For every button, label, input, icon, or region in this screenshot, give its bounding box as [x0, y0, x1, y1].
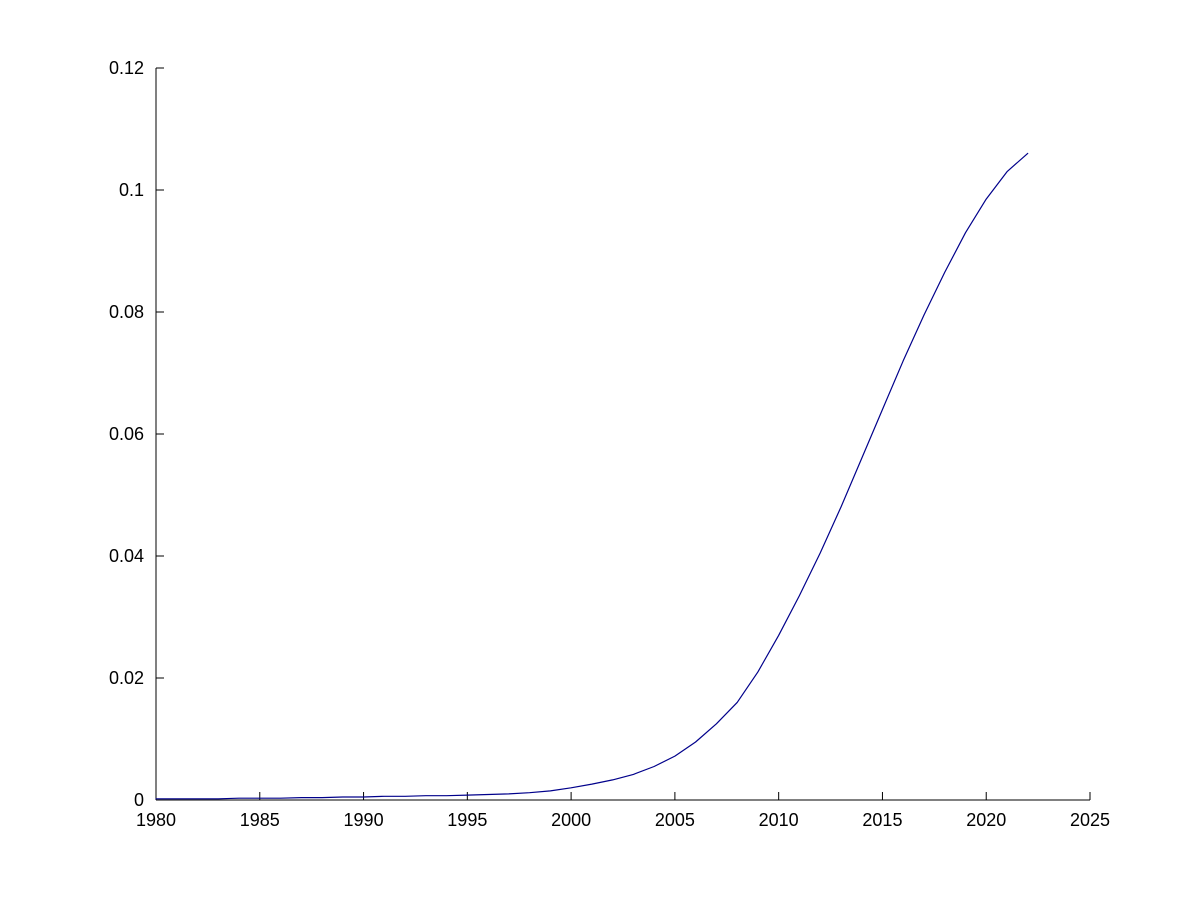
y-tick-label: 0.12 [109, 58, 144, 78]
x-tick-label: 1995 [447, 810, 487, 830]
x-tick-label: 2020 [966, 810, 1006, 830]
x-tick-label: 2005 [655, 810, 695, 830]
x-tick-label: 1985 [240, 810, 280, 830]
data-line [155, 152, 1029, 800]
y-tick-label: 0 [134, 790, 144, 810]
y-tick-label: 0.06 [109, 424, 144, 444]
x-tick-label: 1990 [344, 810, 384, 830]
y-tick-label: 0.1 [119, 180, 144, 200]
x-tick-label: 2000 [551, 810, 591, 830]
y-tick-label: 0.04 [109, 546, 144, 566]
x-tick-label: 2010 [759, 810, 799, 830]
x-tick-label: 2015 [862, 810, 902, 830]
x-tick-label: 2025 [1070, 810, 1110, 830]
y-tick-label: 0.02 [109, 668, 144, 688]
y-tick-label: 0.08 [109, 302, 144, 322]
x-tick-label: 1980 [136, 810, 176, 830]
